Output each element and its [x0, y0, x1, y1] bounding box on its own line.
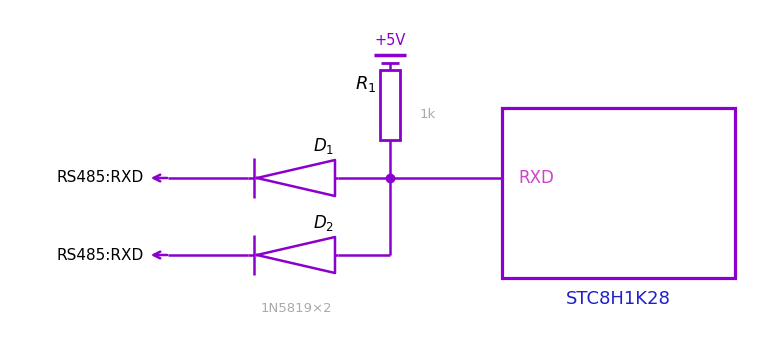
Bar — [380, 70, 400, 140]
Text: RS485:RXD: RS485:RXD — [57, 247, 144, 263]
Text: 1N5819×2: 1N5819×2 — [260, 302, 331, 315]
Text: RS485:RXD: RS485:RXD — [57, 170, 144, 185]
Text: $R_1$: $R_1$ — [355, 74, 376, 94]
Bar — [502, 108, 735, 278]
Text: 1k: 1k — [420, 108, 436, 121]
Text: +5V: +5V — [375, 33, 406, 48]
Text: $D_1$: $D_1$ — [313, 136, 335, 156]
Text: RXD: RXD — [518, 169, 554, 187]
Text: STC8H1K28: STC8H1K28 — [565, 290, 671, 308]
Text: $D_2$: $D_2$ — [313, 213, 334, 233]
